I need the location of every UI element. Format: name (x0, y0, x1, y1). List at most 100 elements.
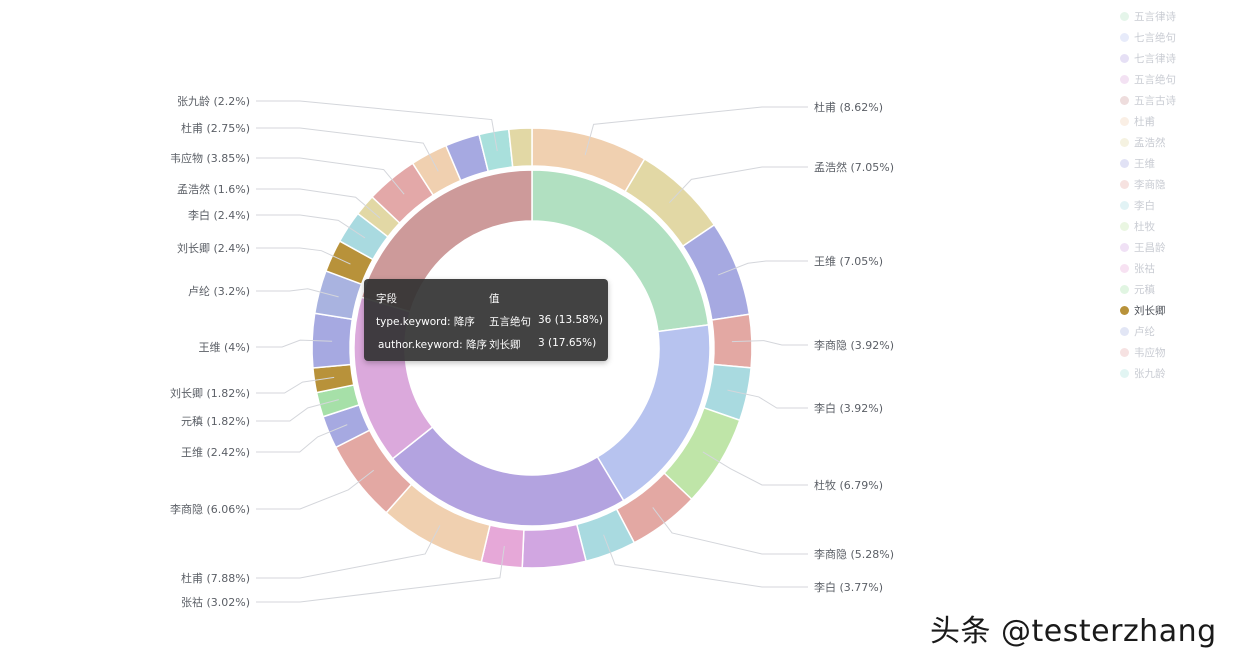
leader-line-20 (256, 127, 439, 172)
tooltip-header-field: 字段 (376, 293, 397, 305)
tooltip-row-2-value: 3 (17.65%) (538, 337, 597, 349)
legend-label: 卢纶 (1134, 326, 1155, 338)
leader-line-7 (603, 534, 808, 588)
tooltip-row-2-field: author.keyword: 降序 (378, 339, 488, 351)
slice-label-21: 张九龄 (2.2%) (177, 94, 250, 108)
leader-line-16 (256, 247, 351, 265)
leader-line-6 (652, 507, 808, 555)
legend-item-3[interactable]: 五言绝句 (1120, 69, 1230, 90)
legend-item-14[interactable]: 刘长卿 (1120, 300, 1230, 321)
legend-item-0[interactable]: 五言律诗 (1120, 6, 1230, 27)
legend-dot (1120, 327, 1129, 336)
legend-item-4[interactable]: 五言古诗 (1120, 90, 1230, 111)
slice-label-17: 李白 (2.4%) (188, 208, 250, 222)
legend-item-17[interactable]: 张九龄 (1120, 363, 1230, 384)
tooltip-row-1-field: type.keyword: 降序 (376, 316, 475, 328)
legend-item-6[interactable]: 孟浩然 (1120, 132, 1230, 153)
slice-label-10: 李商隐 (6.06%) (170, 502, 250, 516)
slice-label-11: 王维 (2.42%) (181, 446, 250, 459)
slice-label-15: 卢纶 (3.2%) (188, 284, 250, 298)
slice-label-8: 张祜 (3.02%) (181, 596, 250, 609)
slice-label-3: 李商隐 (3.92%) (814, 338, 894, 352)
slice-label-6: 李商隐 (5.28%) (814, 547, 894, 561)
legend-item-16[interactable]: 韦应物 (1120, 342, 1230, 363)
legend-label: 张九龄 (1134, 368, 1166, 380)
legend-dot (1120, 138, 1129, 147)
legend-label: 王维 (1134, 158, 1155, 170)
slice-label-0: 杜甫 (8.62%) (814, 100, 883, 114)
legend-dot (1120, 180, 1129, 189)
legend-dot (1120, 369, 1129, 378)
legend-item-8[interactable]: 李商隐 (1120, 174, 1230, 195)
tooltip-row-2-label: 刘长卿 (489, 339, 521, 351)
legend-label: 五言绝句 (1134, 74, 1176, 86)
outer-slice-8[interactable] (521, 523, 588, 569)
slice-label-19: 韦应物 (3.85%) (170, 151, 250, 165)
legend-label: 张祜 (1134, 263, 1155, 275)
leader-line-5 (702, 451, 808, 486)
legend-item-10[interactable]: 杜牧 (1120, 216, 1230, 237)
leader-line-18 (256, 188, 381, 219)
leader-line-2 (717, 260, 808, 276)
legend-item-13[interactable]: 元稹 (1120, 279, 1230, 300)
leader-line-4 (727, 389, 808, 409)
legend-label: 杜牧 (1134, 221, 1155, 233)
watermark: 头条 @testerzhang (930, 614, 1217, 649)
leader-line-1 (669, 166, 808, 203)
slice-label-14: 王维 (4%) (198, 341, 250, 354)
legend-item-12[interactable]: 张祜 (1120, 258, 1230, 279)
leader-line-15 (256, 288, 339, 298)
legend-label: 孟浩然 (1134, 137, 1166, 149)
legend-label: 杜甫 (1134, 116, 1155, 128)
legend-label: 李白 (1134, 200, 1155, 212)
legend-item-9[interactable]: 李白 (1120, 195, 1230, 216)
legend-label: 韦应物 (1134, 347, 1166, 359)
legend-item-11[interactable]: 王昌龄 (1120, 237, 1230, 258)
legend-label: 五言律诗 (1134, 11, 1176, 23)
slice-label-7: 李白 (3.77%) (814, 580, 883, 594)
legend-label: 七言律诗 (1134, 53, 1176, 65)
legend-dot (1120, 159, 1129, 168)
slice-label-18: 孟浩然 (1.6%) (177, 182, 250, 196)
leader-line-11 (256, 424, 348, 453)
legend-dot (1120, 54, 1129, 63)
legend-dot (1120, 348, 1129, 357)
leader-line-0 (584, 106, 808, 156)
leader-line-3 (731, 340, 808, 346)
outer-slice-24[interactable] (507, 127, 533, 168)
tooltip-row-1-value: 36 (13.58%) (538, 314, 603, 326)
tooltip: 字段 值 type.keyword: 降序 五言绝句 36 (13.58%) a… (364, 279, 608, 361)
leader-line-14 (256, 339, 333, 348)
leader-line-13 (256, 376, 335, 394)
legend-item-5[interactable]: 杜甫 (1120, 111, 1230, 132)
legend-dot (1120, 285, 1129, 294)
legend-label: 元稹 (1134, 284, 1155, 296)
legend: 五言律诗七言绝句七言律诗五言绝句五言古诗杜甫孟浩然王维李商隐李白杜牧王昌龄张祜元… (1120, 6, 1230, 384)
legend-dot (1120, 264, 1129, 273)
legend-label: 李商隐 (1134, 179, 1166, 191)
leader-line-8 (256, 546, 505, 603)
slice-label-20: 杜甫 (2.75%) (181, 121, 250, 135)
legend-label: 七言绝句 (1134, 32, 1176, 44)
legend-dot (1120, 201, 1129, 210)
legend-dot (1120, 75, 1129, 84)
legend-label: 王昌龄 (1134, 242, 1166, 254)
legend-item-1[interactable]: 七言绝句 (1120, 27, 1230, 48)
legend-item-15[interactable]: 卢纶 (1120, 321, 1230, 342)
slice-label-12: 元稹 (1.82%) (181, 414, 250, 428)
legend-label: 刘长卿 (1134, 305, 1166, 317)
slice-label-4: 李白 (3.92%) (814, 401, 883, 415)
legend-dot (1120, 96, 1129, 105)
inner-slice-4[interactable] (360, 169, 533, 313)
legend-item-7[interactable]: 王维 (1120, 153, 1230, 174)
leader-line-9 (256, 525, 441, 579)
legend-dot (1120, 306, 1129, 315)
legend-dot (1120, 117, 1129, 126)
slice-label-13: 刘长卿 (1.82%) (170, 387, 250, 400)
tooltip-row-1-label: 五言绝句 (489, 316, 531, 328)
legend-label: 五言古诗 (1134, 95, 1176, 107)
legend-item-2[interactable]: 七言律诗 (1120, 48, 1230, 69)
leader-line-17 (256, 214, 366, 239)
legend-dot (1120, 12, 1129, 21)
